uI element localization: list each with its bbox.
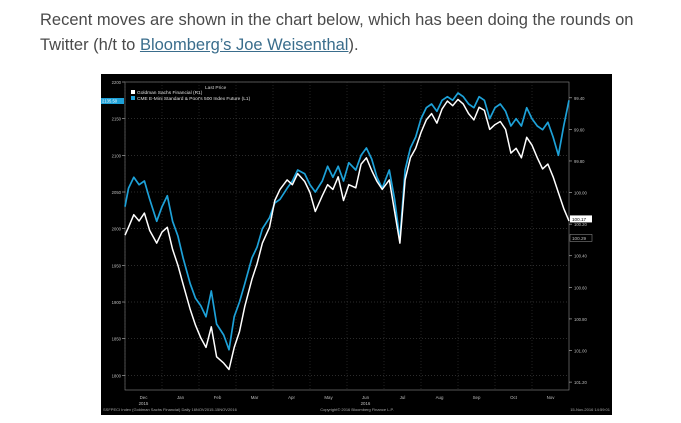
right-second-value-box: [569, 234, 593, 242]
x-tick-label: Feb: [214, 395, 222, 400]
legend-swatch: [131, 96, 135, 100]
chart-svg: 2200 2150 2100 2050 2000 1950 1900 1850 1800 99.4…: [101, 80, 611, 412]
x-tick-label: Oct: [510, 395, 518, 400]
x-tick-label: Mar: [251, 395, 259, 400]
x-tick-label: Dec: [140, 395, 149, 400]
right-last-value: 100.17: [572, 217, 586, 222]
legend-swatch: [131, 90, 135, 94]
legend-entry: CME E-Mini Standard & Poor's 500 Index F…: [137, 96, 251, 102]
x-tick-label: Sep: [473, 395, 481, 400]
right-tick-label: 101.20: [574, 380, 587, 385]
x-tick-label: Apr: [288, 395, 295, 400]
right-tick-label: 100.80: [574, 317, 587, 322]
left-last-value-box: [101, 98, 124, 104]
weisenthal-link[interactable]: Bloomberg’s Joe Weisenthal: [139, 36, 349, 54]
left-tick-label: 2100: [112, 153, 122, 158]
x-year-label: 2016: [361, 401, 371, 406]
right-last-value-box: [570, 215, 592, 223]
bloomberg-chart: 2200 2150 2100 2050 2000 1950 1900 1850 1800 99.4…: [101, 74, 612, 415]
intro-text-after: ).: [348, 36, 359, 54]
left-tick-label: 1800: [112, 373, 122, 378]
right-tick-label: 100.20: [574, 222, 587, 227]
right-tick-label: 100.00: [574, 191, 587, 196]
right-tick-label: 99.80: [574, 159, 585, 164]
x-tick-label: Aug: [436, 395, 444, 400]
left-tick-label: 1900: [112, 300, 122, 305]
article-intro-paragraph: Recent moves are shown in the chart belo…: [40, 8, 670, 58]
left-tick-label: 2200: [112, 80, 122, 85]
left-tick-label: 2050: [112, 190, 122, 195]
goldman-sachs-line: [124, 98, 570, 371]
right-second-value: 100.29: [572, 236, 586, 241]
right-tick-label: 101.00: [574, 349, 587, 354]
left-tick-label: 1950: [112, 263, 122, 268]
x-tick-label: Jul: [400, 395, 406, 400]
left-tick-label: 2150: [112, 117, 122, 122]
x-tick-label: May: [324, 395, 333, 400]
x-tick-label: Jan: [177, 395, 185, 400]
sp500-futures-line: [124, 92, 570, 351]
intro-text-before: Recent moves are shown in the chart belo…: [40, 11, 634, 54]
x-tick-label: Nov: [547, 395, 556, 400]
x-year-label: 2015: [139, 401, 149, 406]
footer-right: 15-Nov-2016 14:59:01: [570, 407, 611, 412]
footer-center: Copyright© 2016 Bloomberg Finance L.P.: [320, 407, 394, 412]
footer-left: SSFPECI Index (Goldman Sachs Financial) …: [103, 407, 238, 412]
left-last-value: 2135.50: [102, 99, 118, 104]
right-tick-label: 100.40: [574, 254, 587, 259]
right-tick-label: 99.60: [574, 127, 585, 132]
x-tick-label: Jun: [362, 395, 370, 400]
right-tick-label: 100.60: [574, 285, 587, 290]
left-tick-label: 2000: [112, 227, 122, 232]
left-tick-label: 1850: [112, 337, 122, 342]
legend-entry: Goldman Sachs Financial (R1): [137, 90, 203, 96]
chart-title: Last Price: [205, 85, 227, 91]
right-tick-label: 99.40: [574, 96, 585, 101]
